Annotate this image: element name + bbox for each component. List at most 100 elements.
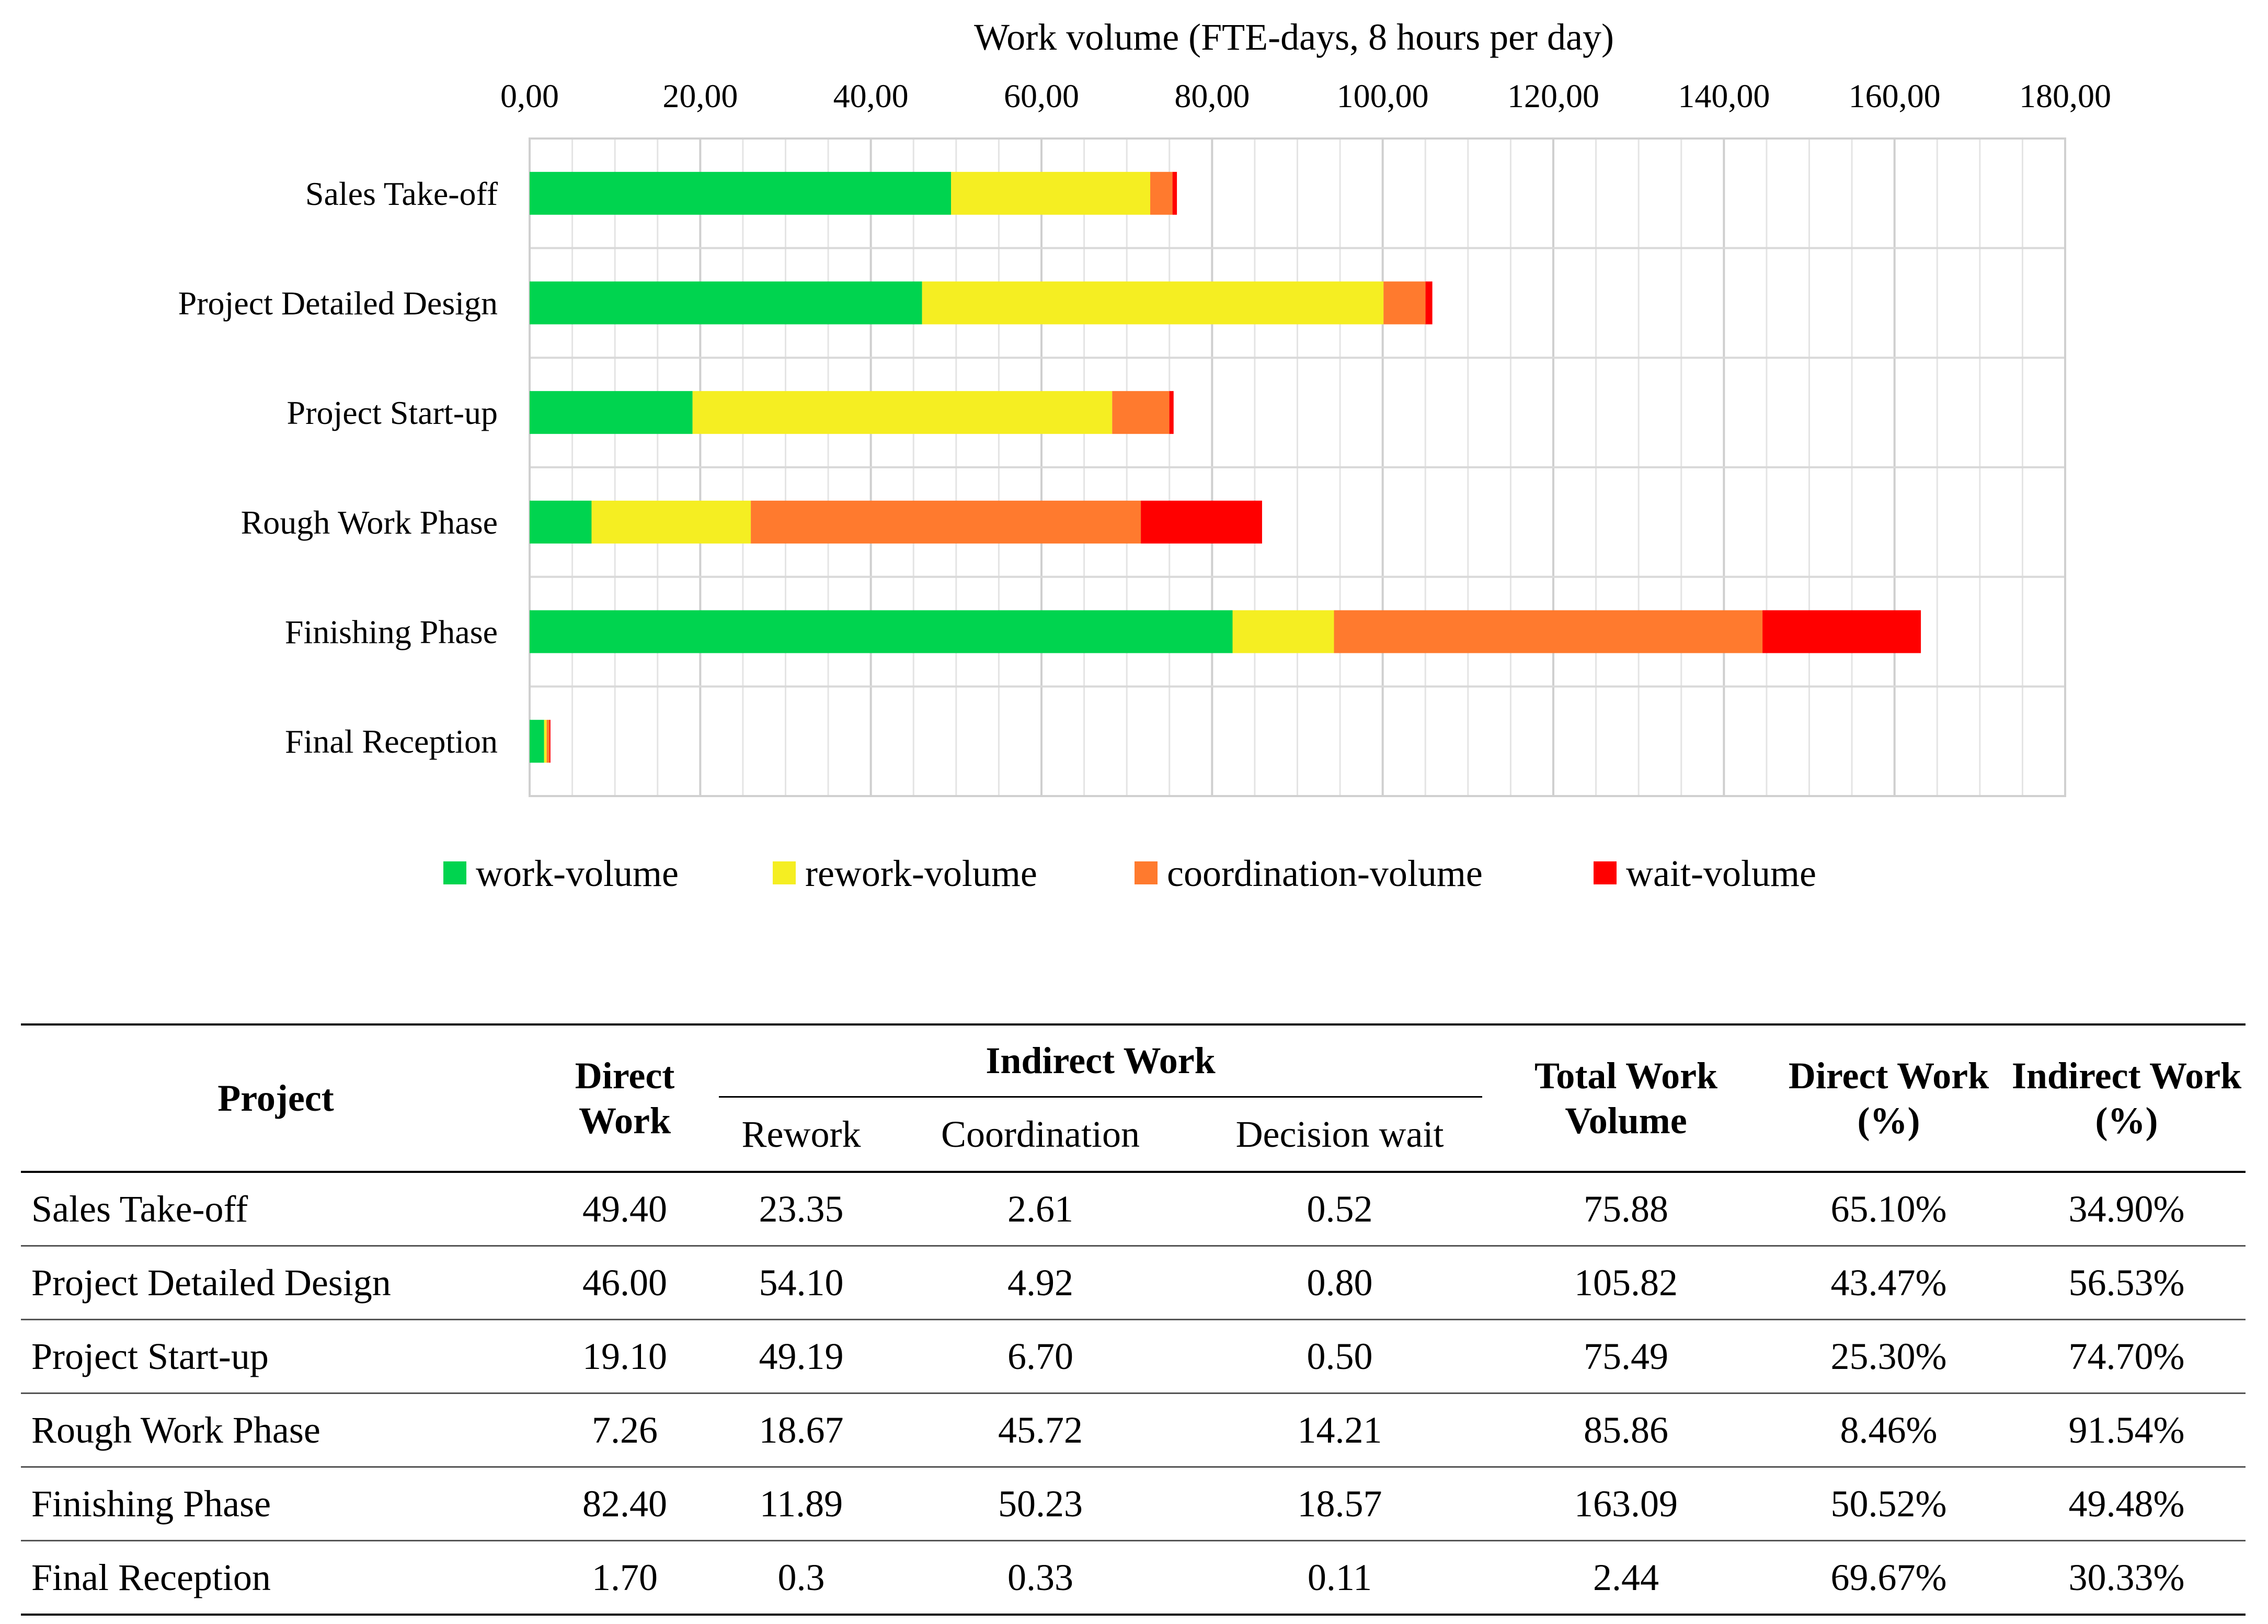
x-tick-label: 160,00: [1849, 77, 1941, 114]
cell-indirect-work-pct: 74.70%: [2008, 1319, 2246, 1394]
cell-indirect-work-pct: 56.53%: [2008, 1246, 2246, 1320]
table-row: Finishing Phase 82.40 11.89 50.23 18.57 163.0…: [21, 1467, 2246, 1541]
bar-wait-volume: [549, 720, 551, 763]
cell-direct-work: 49.40: [531, 1172, 719, 1247]
legend-swatch: [1135, 861, 1158, 884]
cell-direct-work: 1.70: [531, 1540, 719, 1616]
header-indirect-work: Indirect Work: [719, 1023, 1483, 1098]
x-tick-label: 20,00: [662, 77, 738, 114]
bar-wait-volume: [1425, 281, 1433, 325]
cell-coordination: 2.61: [884, 1172, 1197, 1247]
bar-rework-volume: [1232, 610, 1334, 653]
cell-decision-wait: 0.52: [1197, 1172, 1483, 1247]
header-coordination: Coordination: [884, 1097, 1197, 1173]
bar-coordination-volume: [1383, 281, 1426, 325]
header-direct-work-pct: Direct Work (%): [1770, 1023, 2008, 1173]
category-label: Final Reception: [285, 723, 498, 760]
cell-coordination: 0.33: [884, 1540, 1197, 1616]
cell-direct-work: 46.00: [531, 1246, 719, 1320]
cell-rework: 0.3: [719, 1540, 884, 1616]
bar-rework-volume: [951, 171, 1151, 215]
bar-rework-volume: [544, 720, 547, 763]
cell-rework: 18.67: [719, 1393, 884, 1468]
cell-indirect-work-pct: 34.90%: [2008, 1172, 2246, 1247]
axis-title: Work volume (FTE-days, 8 hours per day): [974, 16, 1614, 58]
x-tick-label: 120,00: [1507, 77, 1599, 114]
bar-wait-volume: [1762, 610, 1921, 653]
cell-direct-work: 82.40: [531, 1467, 719, 1541]
x-tick-label: 0,00: [500, 77, 559, 114]
bar-work-volume: [530, 720, 544, 763]
table-row: Rough Work Phase 7.26 18.67 45.72 14.21 85.86…: [21, 1393, 2246, 1468]
bar-rework-volume: [922, 281, 1384, 325]
cell-direct-work: 19.10: [531, 1319, 719, 1394]
bar-work-volume: [530, 610, 1233, 653]
table-row: Project Start-up 19.10 49.19 6.70 0.50 75.49 2…: [21, 1319, 2246, 1394]
table-row: Sales Take-off 49.40 23.35 2.61 0.52 75.88 65.…: [21, 1172, 2246, 1247]
legend-label: coordination-volume: [1167, 853, 1483, 894]
legend-label: wait-volume: [1626, 853, 1816, 894]
legend-label: rework-volume: [805, 853, 1037, 894]
cell-decision-wait: 0.11: [1197, 1540, 1483, 1616]
x-tick-label: 100,00: [1337, 77, 1429, 114]
category-label: Project Detailed Design: [178, 285, 498, 322]
legend-item: wait-volume: [1594, 853, 1816, 894]
legend-swatch: [1594, 861, 1617, 884]
bar-work-volume: [530, 500, 592, 544]
stacked-bar-chart: Work volume (FTE-days, 8 hours per day) …: [178, 16, 2111, 894]
header-project: Project: [21, 1023, 531, 1173]
cell-rework: 23.35: [719, 1172, 884, 1247]
cell-total-work-volume: 75.49: [1482, 1319, 1770, 1394]
cell-direct-work: 7.26: [531, 1393, 719, 1468]
bars: [530, 171, 1921, 763]
cell-direct-work-pct: 65.10%: [1770, 1172, 2008, 1247]
work-volume-table: Project Direct Work Indirect Work Total …: [21, 1023, 2246, 1616]
cell-total-work-volume: 85.86: [1482, 1393, 1770, 1468]
bar-work-volume: [530, 171, 952, 215]
cell-decision-wait: 0.80: [1197, 1246, 1483, 1320]
cell-rework: 49.19: [719, 1319, 884, 1394]
bar-rework-volume: [591, 500, 751, 544]
cell-project: Rough Work Phase: [21, 1393, 531, 1468]
cell-total-work-volume: 105.82: [1482, 1246, 1770, 1320]
bar-coordination-volume: [1150, 171, 1173, 215]
cell-direct-work-pct: 8.46%: [1770, 1393, 2008, 1468]
cell-indirect-work-pct: 91.54%: [2008, 1393, 2246, 1468]
bar-coordination-volume: [546, 720, 550, 763]
legend-item: rework-volume: [773, 853, 1037, 894]
cell-rework: 54.10: [719, 1246, 884, 1320]
cell-indirect-work-pct: 30.33%: [2008, 1540, 2246, 1616]
cell-project: Finishing Phase: [21, 1467, 531, 1541]
x-tick-label: 60,00: [1004, 77, 1079, 114]
cell-project: Project Start-up: [21, 1319, 531, 1394]
legend-swatch: [773, 861, 796, 884]
cell-total-work-volume: 2.44: [1482, 1540, 1770, 1616]
cell-direct-work-pct: 50.52%: [1770, 1467, 2008, 1541]
cell-rework: 11.89: [719, 1467, 884, 1541]
x-tick-label: 180,00: [2019, 77, 2111, 114]
cell-coordination: 50.23: [884, 1467, 1197, 1541]
cell-coordination: 45.72: [884, 1393, 1197, 1468]
cell-decision-wait: 14.21: [1197, 1393, 1483, 1468]
cell-project: Final Reception: [21, 1540, 531, 1616]
cell-total-work-volume: 163.09: [1482, 1467, 1770, 1541]
cell-total-work-volume: 75.88: [1482, 1172, 1770, 1247]
x-axis-ticks: 0,00 20,00 40,00 60,00 80,00 100,00 120,00 140,…: [500, 77, 2111, 114]
bar-wait-volume: [1141, 500, 1262, 544]
bar-coordination-volume: [1334, 610, 1763, 653]
legend-label: work-volume: [476, 853, 679, 894]
cell-coordination: 6.70: [884, 1319, 1197, 1394]
cell-direct-work-pct: 43.47%: [1770, 1246, 2008, 1320]
header-total-work-volume: Total Work Volume: [1482, 1023, 1770, 1173]
x-tick-label: 80,00: [1174, 77, 1250, 114]
grid: [529, 137, 2066, 797]
category-label: Rough Work Phase: [241, 504, 498, 541]
legend-item: coordination-volume: [1135, 853, 1483, 894]
bar-wait-volume: [1169, 391, 1174, 434]
x-tick-label: 140,00: [1678, 77, 1770, 114]
bar-wait-volume: [1172, 171, 1177, 215]
cell-project: Sales Take-off: [21, 1172, 531, 1247]
cell-decision-wait: 18.57: [1197, 1467, 1483, 1541]
header-direct-work: Direct Work: [531, 1023, 719, 1173]
cell-direct-work-pct: 69.67%: [1770, 1540, 2008, 1616]
